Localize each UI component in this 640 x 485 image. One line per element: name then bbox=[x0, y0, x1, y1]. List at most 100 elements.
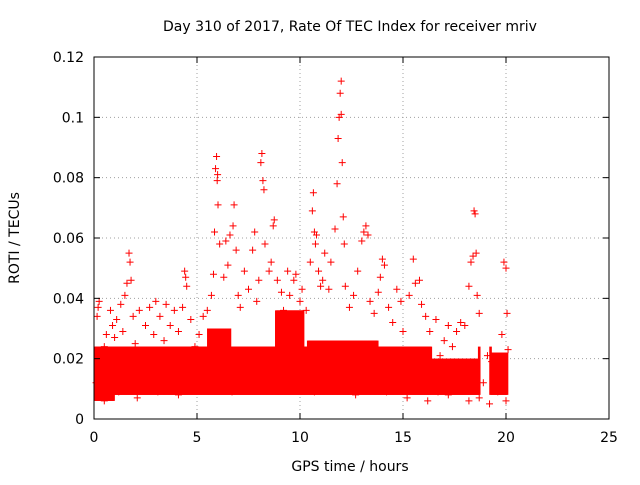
data-point bbox=[457, 318, 465, 326]
data-point bbox=[500, 258, 508, 266]
data-point bbox=[240, 267, 248, 275]
data-point bbox=[327, 258, 335, 266]
x-tick-label: 25 bbox=[600, 430, 618, 446]
axis-ticks: 0 5 10 15 20 25 0 0.02 0.04 0.06 0.08 0.1 0.12 bbox=[53, 50, 618, 446]
data-point bbox=[345, 303, 353, 311]
data-point bbox=[440, 337, 448, 345]
data-point bbox=[366, 297, 374, 305]
data-point bbox=[280, 343, 288, 351]
data-point bbox=[146, 303, 154, 311]
data-point bbox=[467, 258, 475, 266]
data-point bbox=[228, 388, 236, 396]
data-point bbox=[94, 303, 102, 311]
data-point bbox=[195, 382, 203, 390]
data-point bbox=[259, 177, 267, 185]
data-point bbox=[191, 343, 199, 351]
data-point bbox=[95, 297, 103, 305]
data-point bbox=[164, 376, 172, 384]
data-point bbox=[472, 249, 480, 257]
data-point bbox=[434, 388, 442, 396]
data-point bbox=[331, 382, 339, 390]
data-point bbox=[444, 321, 452, 329]
data-point bbox=[139, 352, 147, 360]
data-point bbox=[214, 171, 222, 179]
data-point bbox=[403, 394, 411, 402]
data-point bbox=[230, 201, 238, 209]
data-point bbox=[174, 328, 182, 336]
data-point bbox=[432, 315, 440, 323]
data-point bbox=[354, 267, 362, 275]
data-point bbox=[255, 276, 263, 284]
data-point bbox=[222, 237, 230, 245]
y-tick-label: 0.12 bbox=[53, 50, 84, 66]
data-point bbox=[234, 291, 242, 299]
data-point bbox=[249, 379, 257, 387]
data-point bbox=[267, 258, 275, 266]
data-point bbox=[135, 306, 143, 314]
data-point bbox=[409, 255, 417, 263]
data-point bbox=[424, 397, 432, 405]
data-point bbox=[229, 222, 237, 230]
data-point bbox=[376, 273, 384, 281]
data-point bbox=[284, 267, 292, 275]
data-point bbox=[469, 252, 477, 260]
data-point bbox=[100, 397, 108, 405]
data-point bbox=[127, 276, 135, 284]
data-point bbox=[296, 297, 304, 305]
data-point bbox=[436, 352, 444, 360]
data-point bbox=[473, 291, 481, 299]
data-point bbox=[321, 249, 329, 257]
data-point bbox=[259, 358, 267, 366]
data-point bbox=[203, 306, 211, 314]
data-point bbox=[385, 303, 393, 311]
data-point bbox=[205, 361, 213, 369]
data-point bbox=[106, 382, 114, 390]
data-point bbox=[98, 370, 106, 378]
y-axis-label: ROTI / TECUs bbox=[7, 192, 23, 284]
data-point bbox=[249, 246, 257, 254]
x-axis-label: GPS time / hours bbox=[291, 459, 408, 475]
x-tick-label: 0 bbox=[90, 430, 99, 446]
data-point bbox=[224, 261, 232, 269]
data-point bbox=[362, 222, 370, 230]
data-point bbox=[269, 382, 277, 390]
data-point bbox=[251, 228, 259, 236]
data-point bbox=[502, 264, 510, 272]
x-tick-label: 15 bbox=[394, 430, 412, 446]
data-point bbox=[162, 300, 170, 308]
data-point bbox=[308, 207, 316, 215]
y-tick-label: 0.06 bbox=[53, 231, 84, 247]
data-point bbox=[455, 382, 463, 390]
data-point bbox=[170, 306, 178, 314]
data-point bbox=[374, 288, 382, 296]
data-point bbox=[405, 291, 413, 299]
data-point bbox=[214, 201, 222, 209]
data-point bbox=[109, 321, 117, 329]
data-point bbox=[470, 207, 478, 215]
x-tick-label: 5 bbox=[193, 430, 202, 446]
data-point bbox=[298, 285, 306, 293]
data-point bbox=[179, 303, 187, 311]
y-tick-label: 0.08 bbox=[53, 171, 84, 187]
data-point bbox=[339, 213, 347, 221]
data-point bbox=[370, 309, 378, 317]
data-point bbox=[218, 373, 226, 381]
data-point bbox=[393, 285, 401, 293]
data-point bbox=[397, 297, 405, 305]
y-tick-label: 0.02 bbox=[53, 352, 84, 368]
data-point bbox=[399, 328, 407, 336]
data-point bbox=[125, 249, 133, 257]
data-point bbox=[216, 240, 224, 248]
data-point bbox=[453, 328, 461, 336]
data-point bbox=[131, 340, 139, 348]
data-point bbox=[360, 228, 368, 236]
data-point bbox=[337, 110, 345, 118]
data-point bbox=[269, 222, 277, 230]
data-point bbox=[277, 288, 285, 296]
data-point bbox=[311, 240, 319, 248]
data-point bbox=[209, 270, 217, 278]
y-tick-label: 0.04 bbox=[53, 291, 84, 307]
data-point bbox=[261, 240, 269, 248]
data-point bbox=[358, 237, 366, 245]
data-point bbox=[483, 352, 491, 360]
